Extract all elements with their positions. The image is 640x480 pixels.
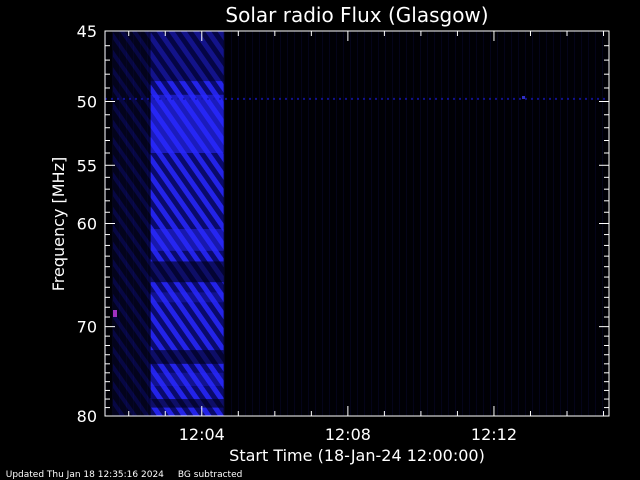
y-tick-label: 45	[77, 22, 97, 41]
y-axis-label: Frequency [MHz]	[49, 157, 68, 291]
burst-gap	[150, 399, 224, 408]
updated-timestamp: Updated Thu Jan 18 12:35:16 2024	[5, 470, 164, 480]
burst-gap	[150, 350, 224, 364]
burst-precursor	[113, 31, 151, 416]
y-tick-label: 70	[77, 318, 97, 337]
chart-title: Solar radio Flux (Glasgow)	[225, 3, 488, 27]
y-tick-label: 80	[77, 407, 97, 426]
x-axis: 12:04 12:08 12:12	[128, 31, 605, 444]
y-tick-label: 60	[77, 215, 97, 234]
footer: Updated Thu Jan 18 12:35:16 2024 BG subtr…	[0, 460, 256, 480]
x-axis-label: Start Time (18-Jan-24 12:00:00)	[229, 446, 485, 465]
y-axis: 45 50 55 60 70 80	[77, 22, 609, 426]
bg-subtracted-note: BG subtracted	[177, 470, 243, 480]
x-tick-label: 12:12	[471, 425, 517, 444]
y-tick-label: 50	[77, 93, 97, 112]
x-tick-label: 12:08	[325, 425, 371, 444]
y-tick-label: 55	[77, 156, 97, 175]
burst-bright-band	[150, 292, 224, 303]
x-tick-label: 12:04	[179, 425, 225, 444]
noise-dot	[113, 310, 117, 317]
noise-dot	[522, 96, 525, 99]
burst-bright-band	[150, 229, 224, 251]
plot-area	[104, 30, 610, 417]
burst-top-dim	[150, 31, 224, 82]
burst-bright-band	[150, 372, 224, 387]
burst-gap	[150, 261, 224, 283]
burst-bright-band	[150, 94, 224, 153]
